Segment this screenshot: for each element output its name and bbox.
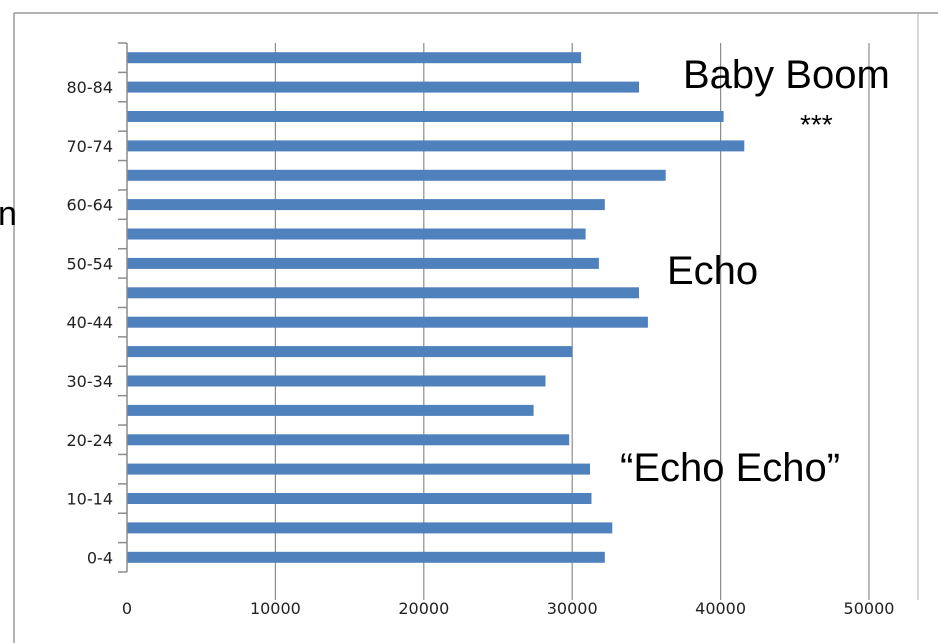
- y-tick-label: 20-24: [67, 431, 114, 450]
- x-tick-labels: 0 10000 20000 30000 40000 50000: [122, 599, 895, 618]
- bar: [127, 522, 613, 534]
- x-tick-label: 0: [122, 599, 132, 618]
- y-tick-label: 40-44: [67, 313, 114, 332]
- x-tick-label: 30000: [547, 599, 598, 618]
- bar: [127, 81, 639, 93]
- y-tick-label: 0-4: [87, 548, 113, 567]
- y-tick-label: 10-14: [67, 490, 114, 509]
- bar: [127, 375, 546, 387]
- y-tick-label: 70-74: [67, 137, 114, 156]
- bar: [127, 287, 639, 299]
- bar: [127, 493, 592, 504]
- bar: [127, 404, 534, 416]
- y-tick-label: 50-54: [67, 254, 114, 273]
- bars: [127, 52, 745, 563]
- bar: [127, 257, 599, 269]
- x-tick-label: 20000: [398, 599, 449, 618]
- y-tick-label: 80-84: [67, 78, 114, 97]
- axes: [118, 42, 128, 573]
- bar: [127, 111, 724, 122]
- bar: [127, 228, 586, 240]
- bar: [127, 463, 590, 475]
- x-tick-label: 10000: [250, 599, 301, 618]
- annotation-stars: ***: [800, 109, 833, 140]
- y-tick-label: 30-34: [67, 372, 114, 391]
- bar: [127, 199, 605, 211]
- x-tick-label: 40000: [695, 599, 746, 618]
- bar: [127, 434, 570, 446]
- annotation-echo: Echo: [667, 249, 758, 293]
- y-tick-label: 60-64: [67, 196, 114, 215]
- x-tick-label: 50000: [844, 599, 895, 618]
- bar: [127, 346, 573, 358]
- bar: [127, 316, 648, 328]
- annotation-echo-echo: “Echo Echo”: [620, 446, 840, 490]
- bar: [127, 551, 605, 563]
- bar: [127, 169, 666, 181]
- annotation-edge-fragment: n: [0, 195, 17, 233]
- y-tick-labels: 0-4 10-14 20-24 30-34 40-44 50-54 60-64 70-74 80…: [67, 78, 114, 567]
- annotation-baby-boom: Baby Boom: [683, 53, 890, 97]
- bar: [127, 140, 745, 152]
- bar: [127, 52, 582, 64]
